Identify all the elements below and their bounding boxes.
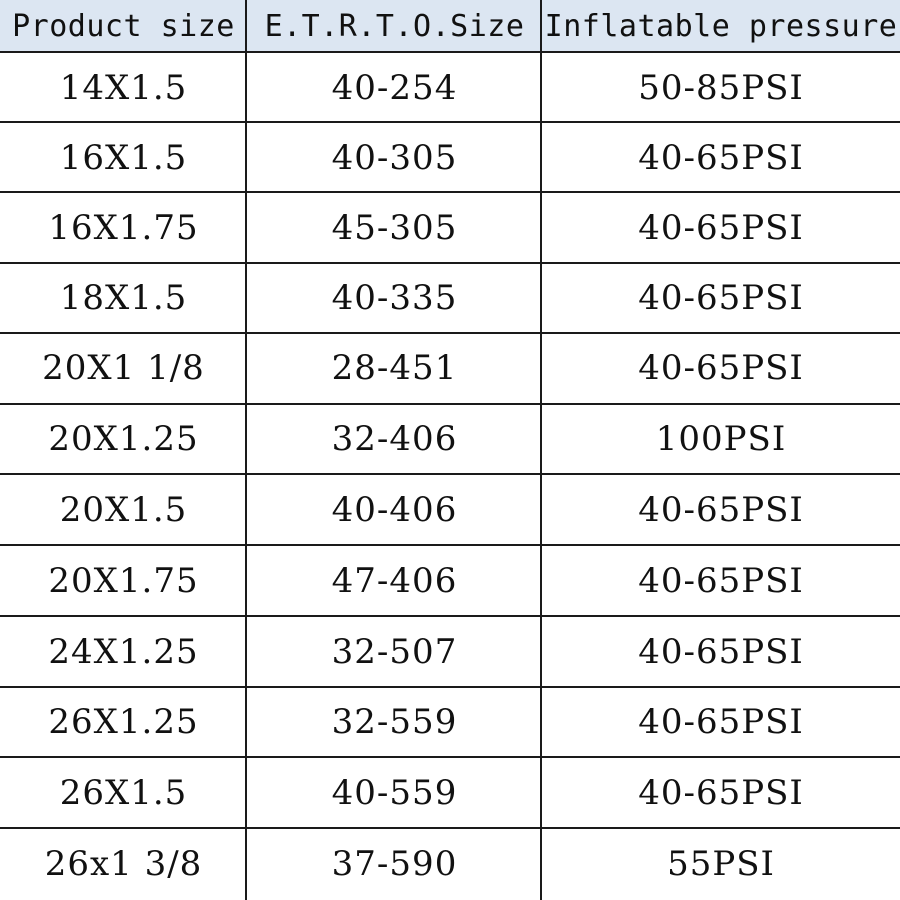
cell-etrto-size: 47-406 [331,560,458,601]
cell-pressure: 55PSI [667,844,775,884]
cell-etrto-size: 40-305 [331,138,458,178]
cell-etrto-size: 32-406 [331,418,458,459]
cell-etrto-size: 40-559 [331,772,458,813]
column-divider [245,0,247,900]
table-row: 14X1.5 40-254 50-85PSI [0,53,900,123]
table-row: 16X1.5 40-305 40-65PSI [0,123,900,193]
row-divider [0,615,900,617]
cell-etrto-size: 37-590 [331,844,458,884]
cell-product-size: 16X1.5 [59,138,188,178]
cell-etrto-size: 32-507 [331,631,458,672]
row-divider [0,827,900,829]
cell-product-size: 20X1 1/8 [42,348,205,388]
cell-pressure: 40-65PSI [638,208,804,248]
cell-product-size: 20X1.5 [59,489,188,530]
cell-pressure: 40-65PSI [638,772,804,813]
cell-etrto-size: 40-406 [331,489,458,530]
cell-product-size: 24X1.25 [48,631,199,672]
row-divider [0,756,900,758]
cell-product-size: 20X1.25 [48,418,199,459]
row-divider [0,51,900,53]
table-row: 26X1.25 32-559 40-65PSI [0,687,900,757]
row-divider [0,262,900,264]
row-divider [0,332,900,334]
cell-pressure: 50-85PSI [638,68,804,108]
cell-product-size: 14X1.5 [59,68,188,108]
row-divider [0,473,900,475]
table-row: 16X1.75 45-305 40-65PSI [0,193,900,263]
cell-pressure: 40-65PSI [638,138,804,178]
table-row: 26x1 3/8 37-590 55PSI [0,828,900,900]
cell-product-size: 26x1 3/8 [44,844,203,884]
row-divider [0,403,900,405]
table-row: 26X1.5 40-559 40-65PSI [0,757,900,828]
cell-etrto-size: 32-559 [331,702,458,742]
table-row: 20X1 1/8 28-451 40-65PSI [0,333,900,403]
header-inflatable-pressure: Inflatable pressure [542,0,900,53]
header-etrto-size: E.T.R.T.O.Size [247,0,542,53]
table-row: 18X1.5 40-335 40-65PSI [0,263,900,333]
header-product-size: Product size [0,0,247,53]
cell-etrto-size: 45-305 [331,208,458,248]
table-row: 20X1.25 32-406 100PSI [0,403,900,474]
cell-product-size: 20X1.75 [48,560,199,601]
row-divider [0,191,900,193]
table-row: 20X1.5 40-406 40-65PSI [0,474,900,545]
column-divider [540,0,542,900]
table-row: 24X1.25 32-507 40-65PSI [0,616,900,687]
cell-etrto-size: 40-254 [331,68,458,108]
cell-product-size: 18X1.5 [59,278,188,318]
cell-etrto-size: 28-451 [331,348,458,388]
cell-pressure: 40-65PSI [638,631,804,672]
cell-pressure: 40-65PSI [638,560,804,601]
cell-pressure: 40-65PSI [638,278,804,318]
row-divider [0,686,900,688]
row-divider [0,544,900,546]
cell-pressure: 40-65PSI [638,702,804,742]
cell-pressure: 40-65PSI [638,348,804,388]
cell-etrto-size: 40-335 [331,278,458,318]
table-header-row: Product size E.T.R.T.O.Size Inflatable p… [0,0,900,53]
cell-product-size: 26X1.5 [59,772,188,813]
cell-product-size: 16X1.75 [48,208,199,248]
cell-product-size: 26X1.25 [48,702,199,742]
row-divider [0,121,900,123]
cell-pressure: 40-65PSI [638,489,804,530]
table-row: 20X1.75 47-406 40-65PSI [0,545,900,616]
cell-pressure: 100PSI [655,418,787,459]
